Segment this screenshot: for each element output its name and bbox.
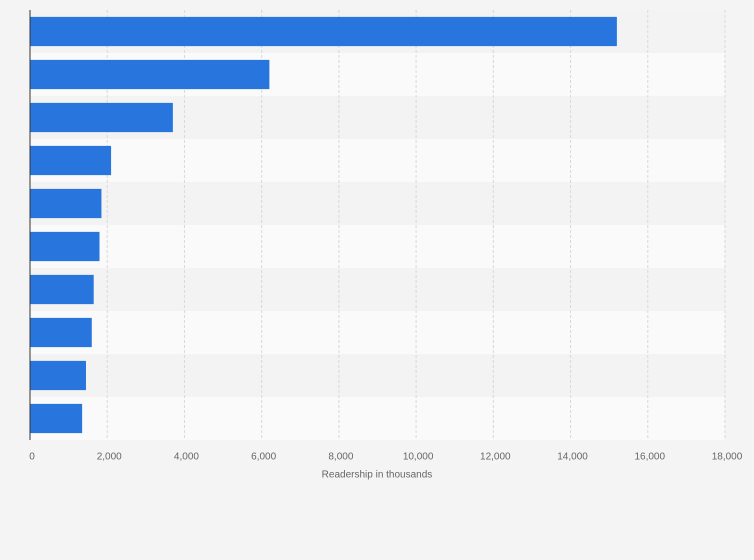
row-band: [30, 182, 725, 225]
bar: [30, 145, 112, 176]
x-tick-label: 8,000: [328, 452, 353, 463]
row-band: [30, 268, 725, 311]
x-tick-label: 18,000: [712, 452, 743, 463]
x-tick-label: 10,000: [403, 452, 434, 463]
bar: [30, 16, 617, 47]
x-tick-label: 4,000: [174, 452, 199, 463]
bar: [30, 188, 102, 219]
x-tick-label: 2,000: [97, 452, 122, 463]
x-tick-label: 0: [29, 452, 35, 463]
x-axis-title: Readership in thousands: [322, 470, 433, 481]
row-band: [30, 397, 725, 440]
row-band: [30, 354, 725, 397]
bar: [30, 274, 94, 305]
bar: [30, 102, 173, 133]
x-tick-label: 12,000: [480, 452, 511, 463]
bar: [30, 59, 270, 90]
x-tick-label: 6,000: [251, 452, 276, 463]
x-tick-label: 16,000: [634, 452, 665, 463]
row-band: [30, 225, 725, 268]
bar: [30, 403, 83, 434]
row-band: [30, 311, 725, 354]
row-band: [30, 139, 725, 182]
x-tick-label: 14,000: [557, 452, 588, 463]
bar: [30, 231, 100, 262]
bar: [30, 317, 92, 348]
bar: [30, 360, 86, 391]
